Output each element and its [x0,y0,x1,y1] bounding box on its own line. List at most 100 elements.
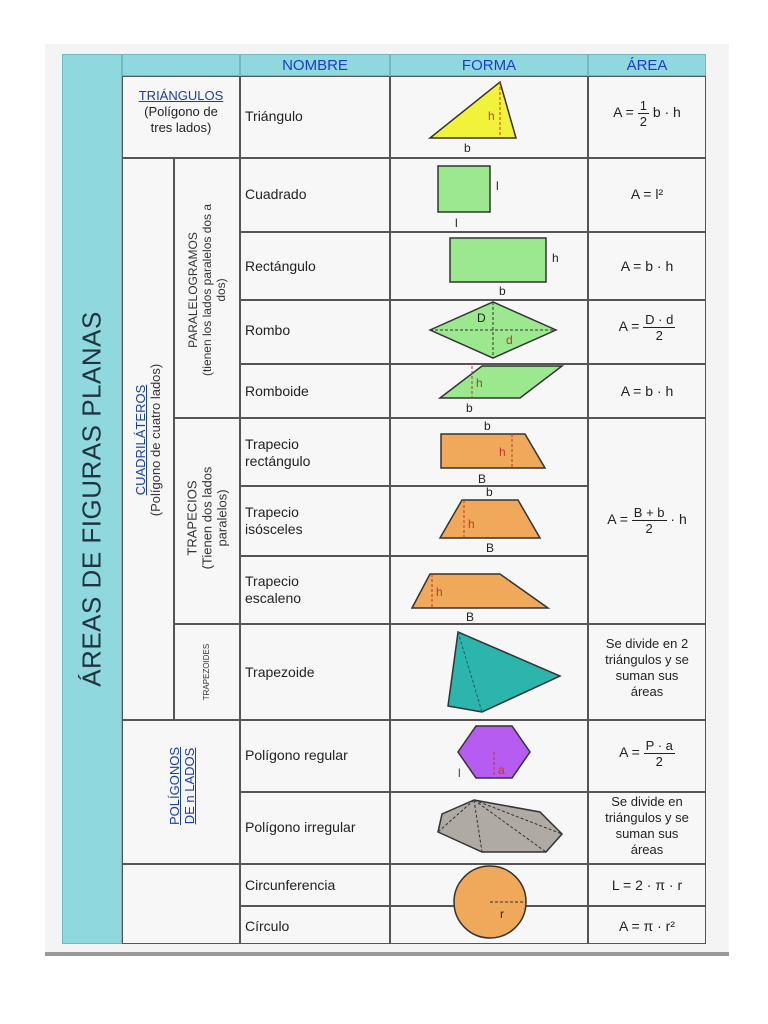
area-romboide: A = b · h [620,383,674,399]
forma-cell [390,906,588,944]
area-poligono-regular-num: P · a [643,738,675,754]
forma-cell [390,720,588,792]
name-cell [240,624,390,720]
area-trapezoide-note-1: Se divide en 2 [605,636,689,651]
area-trapecios: A = B + b 2 · h [590,505,704,536]
area-triangulo-prefix: A = [613,104,634,121]
area-trapecios-prefix: A = [607,511,628,528]
group-triangulos-desc-1: (Polígono de [144,104,218,119]
area-trapezoide-note-3: suman sus [615,668,679,683]
area-cell [588,792,706,864]
area-rombo-num: D · d [643,312,676,328]
area-rombo-den: 2 [655,328,663,343]
name-trapecio-escaleno-2: escaleno [245,590,302,606]
area-poligono-irregular-note-4: áreas [630,842,664,857]
area-poligono-regular-den: 2 [655,754,663,769]
group-cuadrilateros-desc: (Polígono de cuatro lados) [148,363,163,517]
name-cell [240,906,390,944]
group-triangulos-desc-2: tres lados) [150,120,212,135]
name-cell [240,792,390,864]
area-triangulo-num: 1 [637,98,649,114]
forma-cell [390,486,588,556]
area-rombo-prefix: A = [618,318,640,335]
name-poligono-regular: Polígono regular [245,747,348,763]
header-area: ÁREA [588,54,706,76]
area-cell [588,720,706,792]
area-triangulo-suffix: b · h [652,104,681,121]
title-band: ÁREAS DE FIGURAS PLANAS [62,54,122,944]
area-trapezoide-note-4: áreas [630,684,664,699]
name-trapecio-escaleno-1: Trapecio [245,573,299,589]
header-blank [122,54,240,76]
group-cell-poligonos [122,720,240,864]
area-poligono-irregular-note-3: suman sus [615,826,679,841]
group-cell-triangulos [122,76,240,158]
area-trapecios-den: 2 [645,521,653,536]
group-poligonos: POLÍGONOS DE n LADOS [167,747,197,825]
area-circulo: A = π · r² [619,918,675,934]
area-poligono-irregular: Se divide en triángulos y se suman sus á… [590,794,704,858]
forma-cell [390,158,588,232]
name-cell [240,556,390,624]
forma-cell [390,232,588,300]
area-poligono-regular: A = P · a 2 [590,738,704,769]
group-triangulos-title: TRIÁNGULOS [138,88,224,103]
group-trapecios-desc-2: paralelos) [214,489,230,547]
area-trapezoide: Se divide en 2 triángulos y se suman sus… [590,636,704,700]
area-trapecios-num: B + b [631,505,667,521]
area-triangulo-den: 2 [639,114,647,129]
area-cell [588,364,706,418]
area-cell [588,158,706,232]
area-poligono-irregular-note-2: triángulos y se [605,810,689,825]
forma-cell [390,364,588,418]
forma-cell [390,792,588,864]
name-trapecio-rectangulo-2: rectángulo [245,453,311,469]
forma-cell [390,300,588,364]
area-circunferencia: L = 2 · π · r [611,877,683,893]
forma-cell [390,418,588,486]
group-trapecios: TRAPECIOS (Tienen dos lados paralelos) [185,467,230,570]
name-cell [240,232,390,300]
name-circunferencia: Circunferencia [245,877,336,893]
name-trapecio-isosceles-1: Trapecio [245,504,299,520]
area-trapecios-fraction: B + b 2 [631,505,667,536]
forma-cell [390,624,588,720]
group-cell-trapezoides [174,624,240,720]
name-cell [240,486,390,556]
area-cell [588,76,706,158]
header-forma: FORMA [390,54,588,76]
group-trapecios-desc-1: (Tienen dos lados [199,466,215,570]
name-poligono-irregular: Polígono irregular [245,819,356,835]
group-trapezoides: TRAPEZOIDES [202,644,212,700]
group-paralelogramos-desc-2: dos) [214,278,228,302]
forma-cell [390,864,588,906]
area-trapecios-suffix: · h [670,511,687,528]
group-cell-paralelogramos [174,158,240,418]
area-triangulo-fraction: 1 2 [637,98,649,129]
name-rectangulo: Rectángulo [245,258,316,274]
name-cell [240,158,390,232]
name-cell [240,364,390,418]
name-circulo: Círculo [245,918,290,934]
area-poligono-regular-fraction: P · a 2 [643,738,675,769]
name-trapecio-isosceles-2: isósceles [245,521,303,537]
area-cell [588,906,706,944]
area-rectangulo: A = b · h [620,258,674,274]
name-trapecio-isosceles: Trapecio isósceles [245,504,303,538]
group-triangulos: TRIÁNGULOS (Polígono de tres lados) [122,88,240,136]
area-triangulo: A = 1 2 b · h [590,98,704,129]
area-poligono-regular-prefix: A = [619,744,640,761]
group-cell-cuadrilateros [122,158,174,720]
group-cuadrilateros: CUADRILÁTEROS (Polígono de cuatro lados) [133,364,163,516]
group-poligonos-title-1: POLÍGONOS [167,746,182,826]
name-cell [240,76,390,158]
document-title: ÁREAS DE FIGURAS PLANAS [76,311,107,687]
area-cell [588,300,706,364]
area-cuadrado: A = l² [630,186,664,202]
group-paralelogramos: PARALELOGRAMOS (tienen los lados paralel… [186,204,228,376]
group-cell-trapecios [174,418,240,624]
header-nombre: NOMBRE [240,54,390,76]
area-cell [588,624,706,720]
name-cell [240,418,390,486]
group-paralelogramos-title: PARALELOGRAMOS [186,232,200,348]
